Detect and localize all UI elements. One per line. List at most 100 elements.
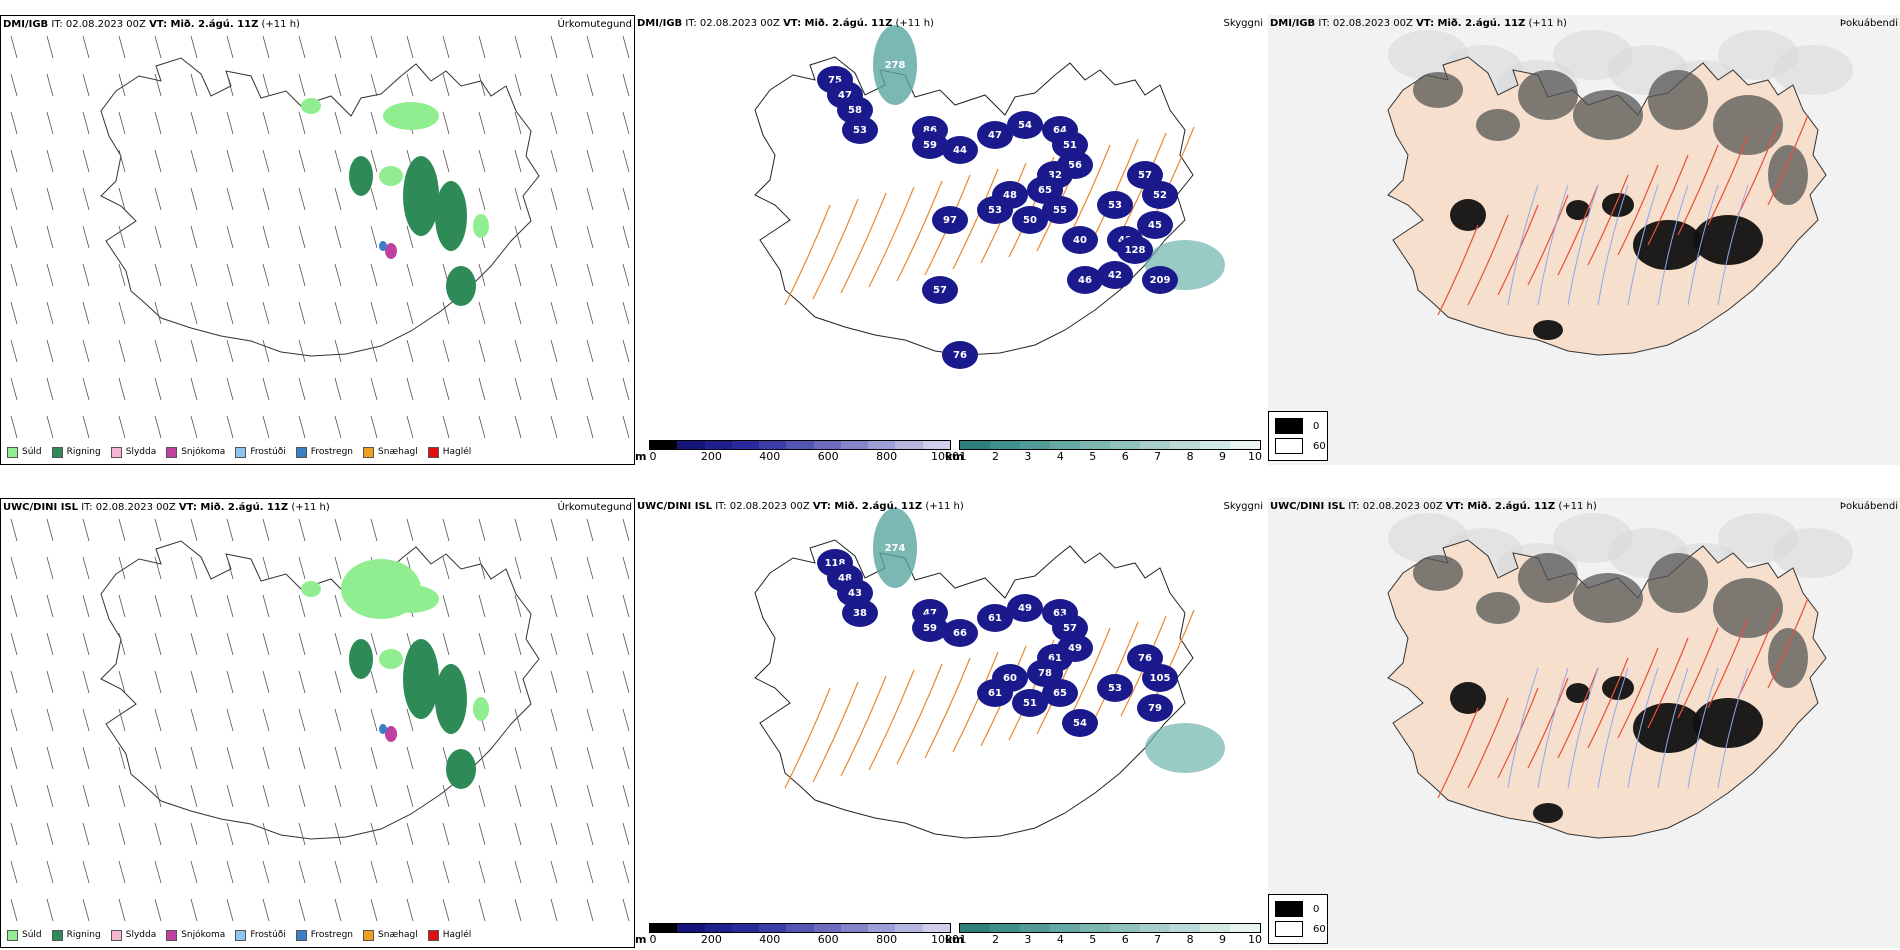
wind-barb [298, 822, 306, 846]
wind-barb [406, 225, 414, 249]
wind-barb [514, 556, 522, 580]
legend-swatch [7, 446, 18, 458]
road-line [868, 186, 915, 288]
ceiling-colorbar: m 0 200 400 600 800 1000 [635, 923, 959, 948]
wind-barb [298, 415, 306, 439]
colorbar-segment [1200, 441, 1230, 449]
colorbar-tick: 6 [1121, 933, 1129, 946]
wind-barb [118, 263, 126, 287]
colorbar-tick: 8 [1186, 933, 1194, 946]
wind-barb [118, 860, 126, 884]
wind-barb [442, 518, 450, 542]
wind-barb [514, 860, 522, 884]
wind-barb [46, 301, 54, 325]
wind-barb [622, 708, 630, 732]
wind-barb [46, 225, 54, 249]
wind-barb [478, 898, 486, 922]
wind-barb [334, 670, 342, 694]
ceiling-label: 86 [923, 125, 937, 136]
ceiling-blob [1042, 679, 1078, 707]
colorbar-segment [1110, 924, 1140, 932]
wind-barb [262, 670, 270, 694]
wind-barb [262, 301, 270, 325]
wind-barb [478, 556, 486, 580]
init-time: IT: 02.08.2023 00Z [48, 19, 150, 30]
fog-patch [1450, 682, 1486, 714]
wind-barb [406, 73, 414, 97]
legend-swatch [166, 929, 178, 941]
road-line [1437, 224, 1479, 316]
wind-barb [478, 822, 486, 846]
wind-barb [334, 225, 342, 249]
colorbar-tick: 7 [1154, 933, 1162, 946]
wind-barb [226, 670, 234, 694]
wind-barb [622, 632, 630, 656]
road-line [1092, 138, 1139, 240]
fog-patch [1476, 109, 1520, 141]
wind-barb [154, 301, 162, 325]
colorbar-tick: 200 [700, 450, 722, 463]
wind-barb [586, 556, 594, 580]
legend-swatch [235, 446, 247, 458]
road-line [924, 657, 971, 759]
legend-label: Frostregn [310, 447, 354, 457]
legend-label: Frostregn [310, 930, 354, 940]
ceiling-blob [842, 599, 878, 627]
wind-barb [622, 149, 630, 173]
legend-item: Slydda [110, 446, 156, 458]
road-line [784, 204, 831, 306]
wind-barb [226, 784, 234, 808]
wind-barb [550, 670, 558, 694]
wind-barb [298, 35, 306, 59]
ceiling-label: 76 [1138, 653, 1152, 664]
wind-barb [442, 35, 450, 59]
wind-barb [10, 822, 18, 846]
river-line [1627, 184, 1659, 306]
wind-barb [550, 898, 558, 922]
wind-barb [46, 898, 54, 922]
ceiling-label: 61 [988, 688, 1002, 699]
wind-barb [154, 898, 162, 922]
wind-barb [478, 670, 486, 694]
wind-barb [550, 860, 558, 884]
wind-barb [226, 225, 234, 249]
wind-barb [298, 860, 306, 884]
wind-barb [550, 556, 558, 580]
colorbar-segment [922, 924, 950, 932]
wind-barb [82, 225, 90, 249]
colorbar-tick: 3 [1024, 450, 1032, 463]
ceiling-blob [912, 131, 948, 159]
wind-barb [226, 263, 234, 287]
ceiling-label: 97 [943, 215, 957, 226]
legend-item: Haglél [427, 446, 471, 458]
wind-barb [262, 111, 270, 135]
colorbar-tick: 4 [1056, 933, 1064, 946]
legend-swatch [110, 929, 122, 941]
ceiling-label: 66 [953, 628, 967, 639]
wind-barb [514, 149, 522, 173]
wind-barb [46, 377, 54, 401]
road-line [1527, 194, 1569, 286]
wind-barb [82, 898, 90, 922]
road-line [1707, 134, 1749, 226]
wind-barb [550, 301, 558, 325]
wind-barb [118, 822, 126, 846]
wind-barb [514, 670, 522, 694]
wind-barb [550, 708, 558, 732]
wind-barb [370, 822, 378, 846]
wind-barb [46, 415, 54, 439]
road-line [1677, 144, 1719, 236]
wind-barb [406, 822, 414, 846]
wind-barb [622, 518, 630, 542]
wind-barb [190, 73, 198, 97]
river-line [1687, 184, 1719, 306]
ceiling-blob [942, 341, 978, 369]
ceiling-blob [932, 206, 968, 234]
wind-barb [550, 822, 558, 846]
ceiling-blob [1042, 196, 1078, 224]
colorbar-tick: 800 [876, 933, 898, 946]
wind-barb [514, 263, 522, 287]
legend-label: Snjókoma [181, 930, 226, 940]
wind-barb [478, 35, 486, 59]
ceiling-blob [942, 619, 978, 647]
